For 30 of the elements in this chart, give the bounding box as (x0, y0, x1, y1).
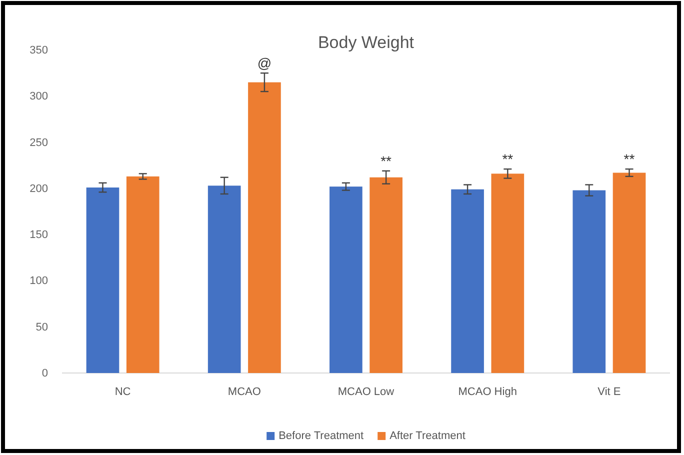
annotation: ** (502, 151, 514, 168)
bar (208, 186, 241, 373)
y-tick-label: 200 (30, 182, 48, 195)
y-tick-label: 100 (30, 275, 48, 288)
annotation: ** (624, 151, 636, 168)
annotation: @ (257, 55, 272, 72)
bar (572, 190, 606, 373)
chart-title: Body Weight (318, 33, 414, 52)
y-tick-label: 300 (30, 90, 48, 103)
bar (451, 189, 484, 373)
bar (86, 188, 120, 373)
y-tick-label: 50 (36, 321, 48, 334)
bar (248, 82, 281, 373)
y-tick-label: 350 (30, 44, 48, 57)
bar (330, 186, 362, 373)
x-tick-label: MCAO (228, 386, 262, 398)
y-tick-label: 150 (30, 229, 48, 242)
y-tick-label: 0 (42, 368, 48, 380)
y-tick-label: 250 (30, 136, 48, 149)
x-tick-label: Vit E (598, 386, 621, 398)
x-tick-label: NC (114, 386, 131, 398)
bar (370, 177, 402, 373)
bar (491, 174, 524, 373)
annotation: ** (380, 152, 392, 169)
legend-label: After Treatment (390, 430, 466, 442)
legend-label: Before Treatment (278, 430, 364, 442)
bar (126, 176, 160, 373)
x-tick-label: MCAO High (458, 386, 517, 398)
bar (612, 172, 646, 373)
x-tick-label: MCAO Low (338, 386, 394, 398)
